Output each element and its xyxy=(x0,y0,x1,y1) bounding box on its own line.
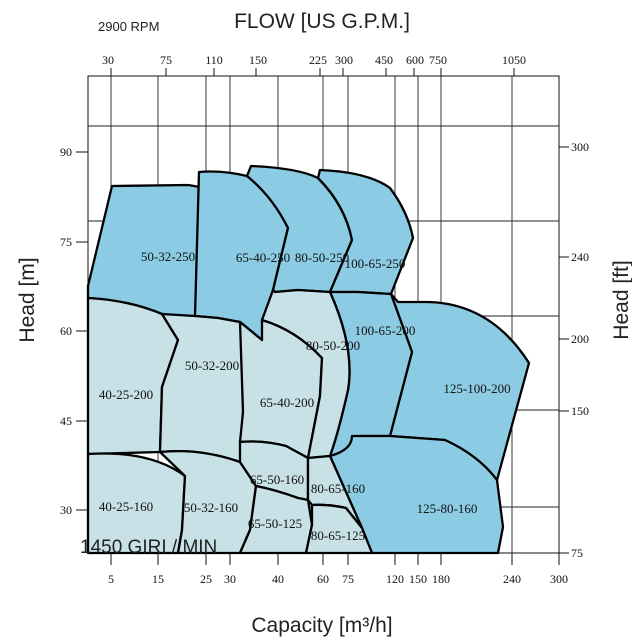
zone-label: 65-40-250 xyxy=(236,250,290,265)
zone-80-65-125 xyxy=(304,503,374,555)
zone-label: 50-32-160 xyxy=(184,500,238,515)
bottom-tick-label: 75 xyxy=(342,572,354,586)
left-tick-label: 30 xyxy=(60,503,72,517)
zone-label: 125-80-160 xyxy=(417,501,478,516)
zone-label: 100-65-200 xyxy=(355,323,416,338)
overlay-speed-text: 1450 GIRI / MIN xyxy=(80,537,217,558)
top-axis: 30 75 110 150 225 300 450 600 750 1050 xyxy=(102,53,526,76)
zone-100-65-250 xyxy=(316,168,415,296)
zone-label: 40-25-160 xyxy=(99,499,153,514)
top-tick-label: 600 xyxy=(406,53,424,67)
bottom-tick-label: 150 xyxy=(409,572,427,586)
top-tick-label: 30 xyxy=(102,53,114,67)
top-tick-label: 1050 xyxy=(502,53,526,67)
zone-125-80-160 xyxy=(328,434,505,555)
bottom-axis-title: Capacity [m³/h] xyxy=(251,614,392,637)
right-tick-label: 200 xyxy=(571,332,589,346)
top-tick-label: 300 xyxy=(335,53,353,67)
zone-label: 80-65-160 xyxy=(311,481,365,496)
bottom-tick-label: 180 xyxy=(432,572,450,586)
zone-label: 100-65-250 xyxy=(345,256,406,271)
zone-label: 125-100-200 xyxy=(443,381,510,396)
pump-zones xyxy=(86,164,531,555)
bottom-tick-label: 30 xyxy=(224,572,236,586)
right-tick-label: 150 xyxy=(571,404,589,418)
zone-label: 65-50-125 xyxy=(248,516,302,531)
top-tick-label: 225 xyxy=(309,53,327,67)
bottom-tick-label: 60 xyxy=(317,572,329,586)
bottom-tick-label: 15 xyxy=(152,572,164,586)
zone-labels: 50-32-250 65-40-250 80-50-250 100-65-250… xyxy=(99,249,511,543)
zone-label: 80-50-200 xyxy=(306,338,360,353)
left-tick-label: 90 xyxy=(60,145,72,159)
bottom-tick-label: 25 xyxy=(200,572,212,586)
zone-label: 65-50-160 xyxy=(250,472,304,487)
bottom-tick-label: 300 xyxy=(550,572,568,586)
speed-label: 2900 RPM xyxy=(98,19,159,34)
top-tick-label: 150 xyxy=(249,53,267,67)
top-tick-label: 750 xyxy=(429,53,447,67)
right-tick-label: 300 xyxy=(571,140,589,154)
top-axis-title: FLOW [US G.P.M.] xyxy=(234,10,410,33)
bottom-tick-label: 5 xyxy=(108,572,114,586)
zone-65-50-125 xyxy=(238,484,314,555)
bottom-tick-label: 240 xyxy=(503,572,521,586)
top-tick-label: 75 xyxy=(160,53,172,67)
zone-50-32-160 xyxy=(158,449,258,555)
left-axis: 90 75 60 45 30 xyxy=(60,145,88,517)
zone-label: 50-32-250 xyxy=(141,249,195,264)
left-tick-label: 60 xyxy=(60,324,72,338)
zone-label: 50-32-200 xyxy=(185,358,239,373)
left-tick-label: 75 xyxy=(60,235,72,249)
zone-label: 65-40-200 xyxy=(260,395,314,410)
top-tick-label: 110 xyxy=(205,53,223,67)
bottom-axis: 5 15 25 30 40 60 75 120 150 180 240 300 xyxy=(108,553,568,586)
right-axis: 300 240 200 150 75 xyxy=(559,140,589,560)
top-tick-label: 450 xyxy=(375,53,393,67)
zone-label: 80-65-125 xyxy=(311,528,365,543)
zone-label: 40-25-200 xyxy=(99,387,153,402)
bottom-tick-label: 40 xyxy=(272,572,284,586)
right-tick-label: 240 xyxy=(571,250,589,264)
right-tick-label: 75 xyxy=(571,546,583,560)
zone-label: 80-50-250 xyxy=(295,250,349,265)
zone-80-50-200 xyxy=(260,288,351,460)
left-tick-label: 45 xyxy=(60,414,72,428)
bottom-tick-label: 120 xyxy=(386,572,404,586)
right-axis-title: Head [ft] xyxy=(610,260,632,339)
left-axis-title: Head [m] xyxy=(16,257,39,342)
